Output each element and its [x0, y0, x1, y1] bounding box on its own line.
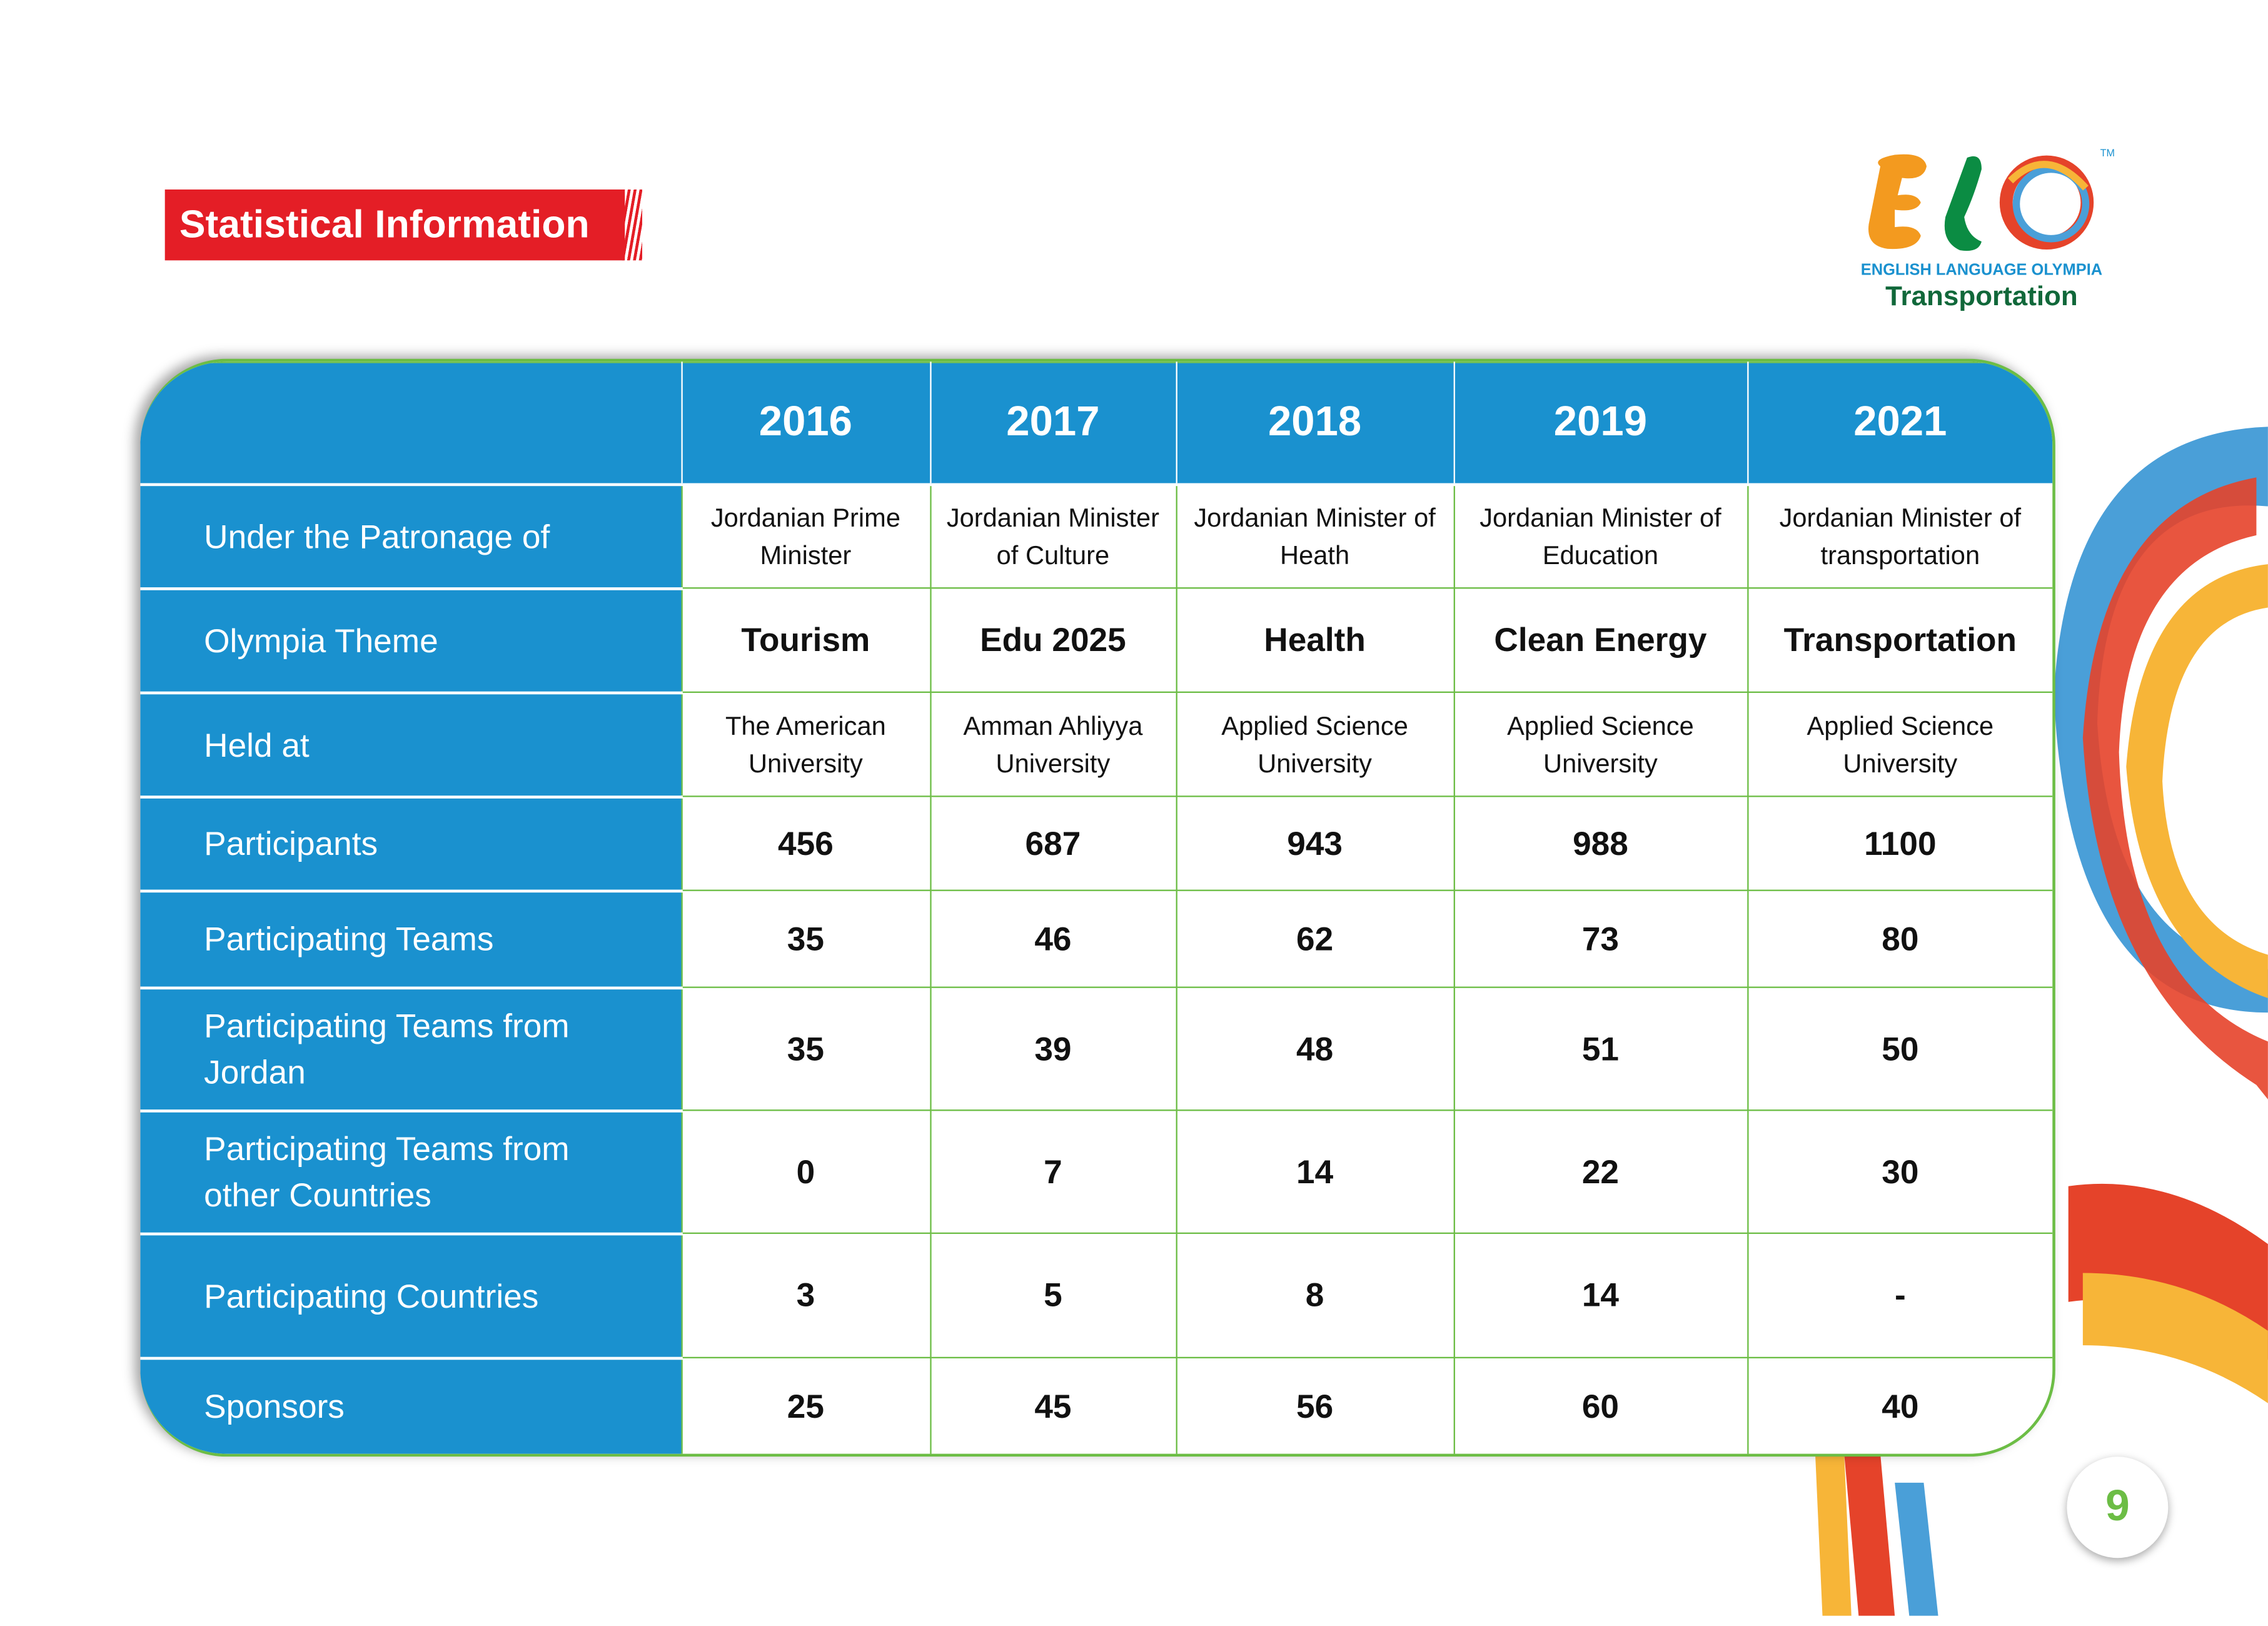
page-number: 9: [2067, 1457, 2169, 1558]
table-cell: The American University: [680, 691, 931, 797]
table-cell: 60: [1453, 1356, 1748, 1454]
logo-theme: Transportation: [1885, 282, 2078, 313]
table-cell: Jordanian Minister of Education: [1453, 483, 1748, 589]
table-row: Participants 456 687 943 988 1100: [140, 795, 2053, 892]
table-cell: Applied Science University: [1175, 691, 1454, 797]
table-cell: Applied Science University: [1453, 691, 1748, 797]
table-cell: -: [1746, 1232, 2053, 1359]
table-cell: Jordanian Minister of Culture: [929, 483, 1177, 589]
table-cell: 943: [1175, 795, 1454, 891]
table-row: Participating Teams from other Countries…: [140, 1109, 2053, 1235]
trademark: TM: [2100, 149, 2115, 159]
table-cell: 30: [1746, 1109, 2053, 1235]
section-title: Statistical Information: [164, 189, 643, 261]
table-row: Held at The American University Amman Ahli…: [140, 691, 2053, 798]
year-header: 2016: [680, 361, 931, 486]
row-label: Participating Countries: [140, 1233, 682, 1360]
statistics-table: 2016 2017 2018 2019 2021 Under the Patro…: [140, 361, 2053, 1454]
decorative-swirl-graphic: [2054, 427, 2268, 1403]
table-row: Participating Teams from Jordan 35 39 48 51 5…: [140, 986, 2053, 1112]
table-row: Participating Countries 3 5 8 14-: [140, 1232, 2053, 1360]
table-cell: Jordanian Minister of Heath: [1175, 483, 1454, 589]
table-cell: 51: [1453, 986, 1748, 1111]
elo-logo-mark: [1868, 154, 2094, 251]
table-cell: 8: [1175, 1232, 1454, 1359]
table-cell: 7: [929, 1109, 1177, 1235]
table-cell: 46: [929, 889, 1177, 988]
table-cell: 3: [680, 1232, 931, 1359]
elo-logo: TM ENGLISH LANGUAGE OLYMPIA Transportati…: [1837, 138, 2127, 326]
row-label: Participating Teams from Jordan: [140, 987, 682, 1112]
row-label: Sponsors: [140, 1357, 682, 1454]
table-cell: Tourism: [680, 587, 931, 693]
row-label: Held at: [140, 692, 682, 798]
table-row: Sponsors 25 45 56 60 40: [140, 1356, 2053, 1454]
table-cell: 62: [1175, 889, 1454, 988]
table-cell: 687: [929, 795, 1177, 891]
logo-tagline: ENGLISH LANGUAGE OLYMPIA: [1860, 261, 2103, 280]
row-label: Participating Teams from other Countries: [140, 1110, 682, 1235]
table-row: Under the Patronage of Jordanian Prime Mi…: [140, 483, 2053, 590]
year-header: 2018: [1175, 361, 1454, 486]
table-row: Olympia Theme Tourism Edu 2025 Health Clean …: [140, 587, 2053, 694]
year-header: 2021: [1746, 361, 2053, 486]
table-cell: 45: [929, 1356, 1177, 1454]
table-cell: Transportation: [1746, 587, 2053, 693]
table-cell: 35: [680, 889, 931, 988]
table-cell: 35: [680, 986, 931, 1111]
year-header: 2017: [929, 361, 1177, 486]
table-cell: Amman Ahliyya University: [929, 691, 1177, 797]
table-cell: 22: [1453, 1109, 1748, 1235]
table-cell: Jordanian Minister of transportation: [1746, 483, 2053, 589]
row-label: Participants: [140, 796, 682, 892]
table-cell: 14: [1175, 1109, 1454, 1235]
table-cell: Jordanian Prime Minister: [680, 483, 931, 589]
table-cell: 40: [1746, 1356, 2053, 1454]
table-cell: Clean Energy: [1453, 587, 1748, 693]
row-label: Participating Teams: [140, 890, 682, 989]
table-header-row: 2016 2017 2018 2019 2021: [140, 361, 2053, 486]
table-cell: Health: [1175, 587, 1454, 693]
statistics-table-container: 2016 2017 2018 2019 2021 Under the Patro…: [140, 358, 2055, 1457]
table-cell: 25: [680, 1356, 931, 1454]
table-cell: 50: [1746, 986, 2053, 1111]
year-header: 2019: [1453, 361, 1748, 486]
table-cell: 56: [1175, 1356, 1454, 1454]
table-cell: 48: [1175, 986, 1454, 1111]
table-cell: 1100: [1746, 795, 2053, 891]
table-cell: 5: [929, 1232, 1177, 1359]
table-cell: 39: [929, 986, 1177, 1111]
row-label: Under the Patronage of: [140, 483, 682, 590]
header-blank-cell: [140, 361, 682, 486]
decorative-figures-graphic: [1815, 1453, 1938, 1616]
table-cell: 456: [680, 795, 931, 891]
table-cell: 73: [1453, 889, 1748, 988]
table-row: Participating Teams 35 46 62 73 80: [140, 889, 2053, 989]
row-label: Olympia Theme: [140, 588, 682, 694]
table-cell: 988: [1453, 795, 1748, 891]
table-cell: 80: [1746, 889, 2053, 988]
table-cell: 0: [680, 1109, 931, 1235]
table-cell: Edu 2025: [929, 587, 1177, 693]
table-cell: Applied Science University: [1746, 691, 2053, 797]
table-cell: 14: [1453, 1232, 1748, 1359]
